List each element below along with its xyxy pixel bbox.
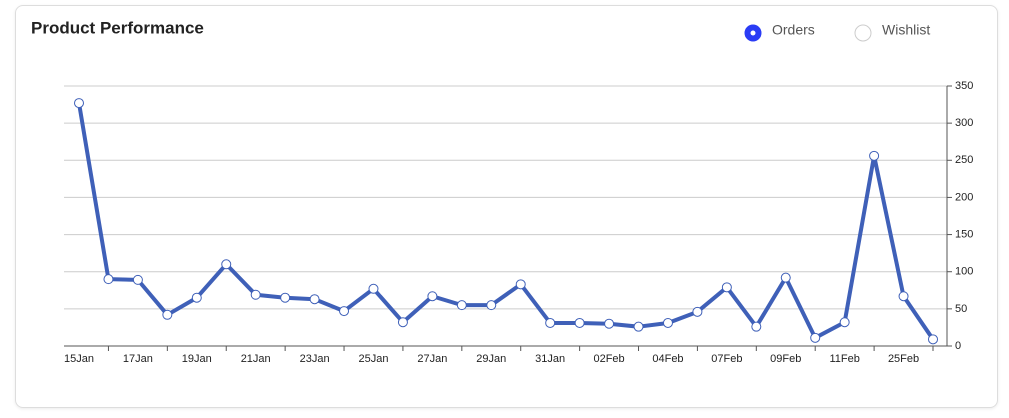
- data-point: [368, 283, 379, 294]
- legend-radio-dot: [750, 30, 756, 36]
- x-tick-label: 29Jan: [476, 353, 506, 365]
- data-point: [810, 332, 821, 343]
- x-tick-label: 15Jan: [64, 353, 94, 365]
- y-tick-label: 250: [955, 154, 973, 166]
- x-tick-label: 02Feb: [593, 353, 624, 365]
- y-tick-label: 200: [955, 191, 973, 203]
- legend-label[interactable]: Orders: [772, 22, 815, 38]
- x-tick-label: 27Jan: [417, 353, 447, 365]
- data-point: [839, 317, 850, 328]
- y-tick-label: 350: [955, 80, 973, 92]
- legend-label[interactable]: Wishlist: [882, 22, 930, 38]
- x-tick-label: 23Jan: [300, 353, 330, 365]
- data-point: [662, 317, 673, 328]
- data-point: [780, 272, 791, 283]
- x-tick-label: 21Jan: [241, 353, 271, 365]
- chart-title: Product Performance: [31, 18, 204, 37]
- x-tick-label: 25Feb: [888, 353, 919, 365]
- data-point: [132, 274, 143, 285]
- x-tick-label: 07Feb: [711, 353, 742, 365]
- data-point: [221, 259, 232, 270]
- data-point: [427, 291, 438, 302]
- data-point: [633, 321, 644, 332]
- data-point: [74, 98, 84, 109]
- data-point: [515, 279, 526, 290]
- x-tick-label: 11Feb: [829, 353, 859, 365]
- data-point: [309, 294, 320, 305]
- data-point: [280, 292, 291, 303]
- data-point: [545, 317, 556, 328]
- data-point: [191, 292, 202, 303]
- card: [15, 5, 998, 408]
- data-point: [162, 309, 173, 320]
- data-point: [250, 289, 261, 300]
- data-point: [692, 306, 703, 317]
- data-point: [604, 318, 615, 329]
- data-point: [486, 300, 497, 311]
- data-point: [103, 274, 114, 285]
- y-tick-label: 50: [955, 303, 967, 315]
- data-point: [339, 306, 350, 317]
- x-tick-label: 17Jan: [123, 353, 153, 365]
- y-tick-label: 0: [955, 340, 961, 352]
- y-tick-label: 100: [955, 266, 973, 278]
- data-point: [751, 321, 762, 332]
- y-tick-label: 300: [955, 117, 973, 129]
- y-tick-label: 150: [955, 228, 973, 240]
- x-tick-label: 25Jan: [358, 353, 388, 365]
- data-point: [574, 317, 585, 328]
- x-tick-label: 04Feb: [652, 353, 683, 365]
- data-point: [869, 150, 880, 161]
- legend-radio[interactable]: [854, 24, 872, 42]
- data-point: [928, 334, 938, 345]
- x-tick-label: 31Jan: [535, 353, 565, 365]
- x-tick-label: 19Jan: [182, 353, 212, 365]
- data-point: [721, 282, 732, 293]
- data-point: [456, 300, 467, 311]
- data-point: [898, 291, 909, 302]
- series-line: [77, 102, 935, 341]
- x-tick-label: 09Feb: [770, 353, 801, 365]
- data-point: [397, 317, 408, 328]
